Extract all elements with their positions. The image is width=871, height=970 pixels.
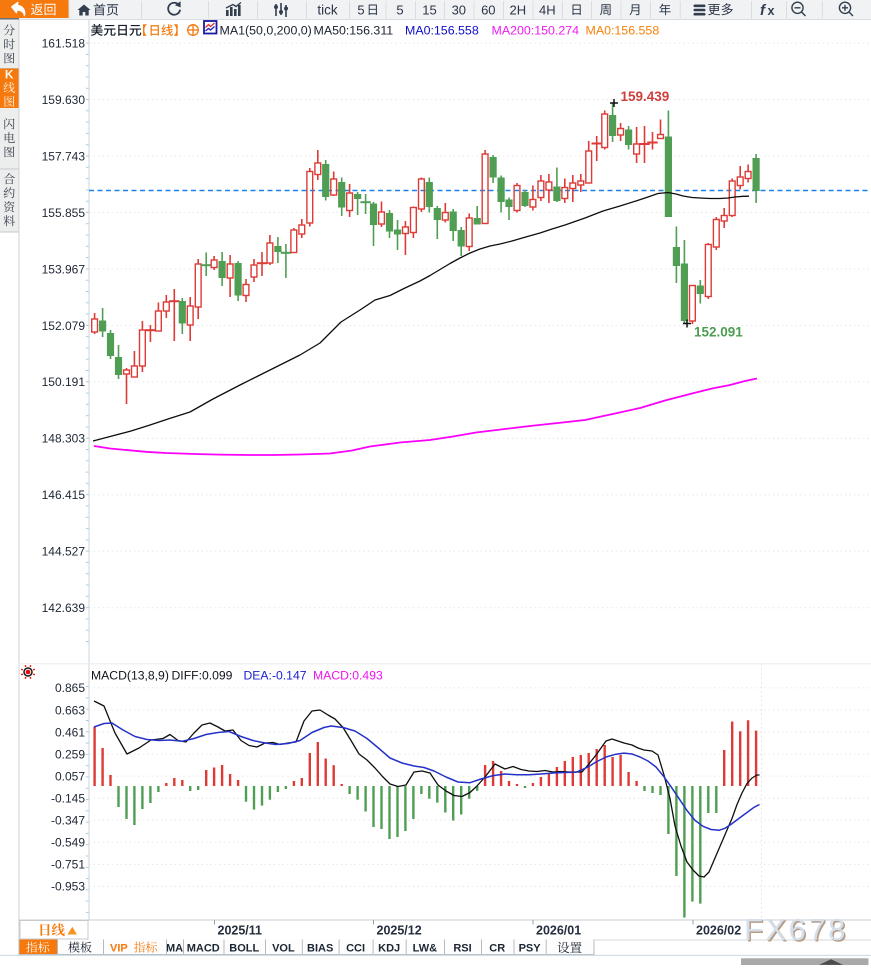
svg-text:CCI: CCI: [346, 942, 365, 954]
svg-text:150.191: 150.191: [42, 375, 86, 389]
svg-text:2026/01: 2026/01: [536, 924, 581, 938]
svg-text:VIP: VIP: [110, 942, 128, 954]
svg-text:30: 30: [452, 3, 466, 18]
svg-text:152.091: 152.091: [694, 325, 743, 340]
svg-text:BOLL: BOLL: [229, 942, 259, 954]
svg-text:159.630: 159.630: [42, 93, 86, 107]
svg-text:0.865: 0.865: [55, 681, 85, 695]
svg-text:-0.549: -0.549: [51, 836, 85, 850]
svg-text:VOL: VOL: [272, 942, 295, 954]
svg-text:FX678: FX678: [744, 912, 848, 947]
svg-text:KDJ: KDJ: [378, 942, 400, 954]
svg-text:157.743: 157.743: [42, 149, 86, 163]
svg-text:142.639: 142.639: [42, 601, 86, 615]
svg-text:4H: 4H: [539, 3, 556, 18]
svg-text:MA0:156.558: MA0:156.558: [405, 24, 479, 38]
svg-text:BIAS: BIAS: [307, 942, 333, 954]
svg-text:144.527: 144.527: [42, 545, 86, 559]
svg-text:-0.347: -0.347: [51, 814, 85, 828]
svg-text:161.518: 161.518: [42, 36, 86, 50]
svg-text:-0.751: -0.751: [51, 858, 85, 872]
svg-text:MACD: MACD: [187, 942, 220, 954]
svg-text:148.303: 148.303: [42, 432, 86, 446]
svg-text:0.057: 0.057: [55, 769, 85, 783]
svg-text:15: 15: [422, 3, 436, 18]
svg-text:-0.145: -0.145: [51, 792, 85, 806]
svg-text:-0.953: -0.953: [51, 880, 85, 894]
svg-text:152.079: 152.079: [42, 319, 86, 333]
svg-text:MA1(50,0,200,0): MA1(50,0,200,0): [220, 24, 312, 38]
svg-text:PSY: PSY: [519, 942, 542, 954]
svg-text:MACD:0.493: MACD:0.493: [313, 669, 383, 683]
svg-text:MA50:156.311: MA50:156.311: [314, 24, 394, 38]
svg-text:MACD(13,8,9): MACD(13,8,9): [91, 669, 169, 683]
svg-text:5: 5: [357, 3, 364, 18]
svg-text:DIFF:0.099: DIFF:0.099: [172, 669, 233, 683]
svg-text:tick: tick: [317, 3, 338, 18]
svg-text:146.415: 146.415: [42, 488, 86, 502]
svg-text:60: 60: [481, 3, 495, 18]
svg-text:0.259: 0.259: [55, 747, 85, 761]
svg-text:K: K: [5, 67, 14, 81]
svg-text:0.663: 0.663: [55, 703, 85, 717]
svg-text:0.461: 0.461: [55, 725, 85, 739]
svg-text:5: 5: [396, 3, 403, 18]
svg-text:155.855: 155.855: [42, 206, 86, 220]
svg-text:x: x: [768, 4, 775, 18]
svg-text:LW&: LW&: [413, 942, 437, 954]
svg-text:153.967: 153.967: [42, 262, 86, 276]
svg-text:DEA:-0.147: DEA:-0.147: [244, 669, 307, 683]
svg-text:MA: MA: [166, 942, 183, 954]
svg-text:CR: CR: [489, 942, 505, 954]
svg-text:RSI: RSI: [453, 942, 471, 954]
svg-text:159.439: 159.439: [621, 89, 670, 104]
svg-text:MA0:156.558: MA0:156.558: [586, 24, 660, 38]
svg-text:2026/02: 2026/02: [696, 924, 741, 938]
svg-text:MA200:150.274: MA200:150.274: [492, 24, 580, 38]
svg-text:2025/12: 2025/12: [377, 924, 422, 938]
svg-text:2H: 2H: [509, 3, 526, 18]
svg-text:2025/11: 2025/11: [218, 924, 263, 938]
